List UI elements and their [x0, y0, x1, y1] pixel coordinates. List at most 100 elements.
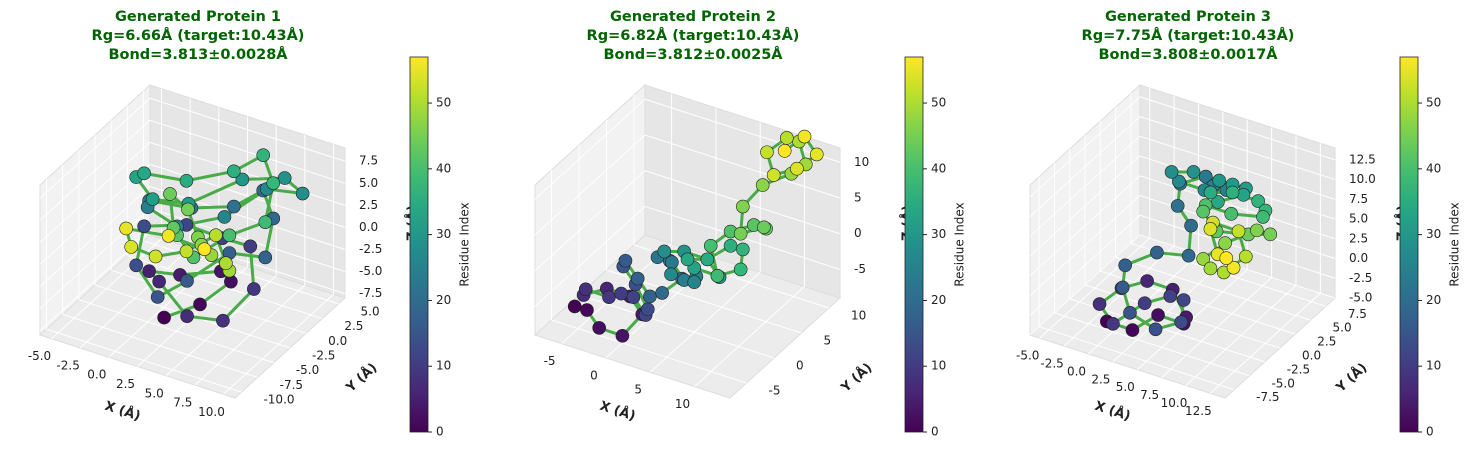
grid-line: [1029, 214, 1141, 316]
grid-line: [1139, 175, 1336, 240]
grid-line: [149, 97, 346, 162]
colorbar-tick-label: 50: [1426, 96, 1441, 110]
residue-point: [180, 274, 194, 288]
colorbar-tick-label: 30: [1426, 227, 1441, 241]
colorbar-tick-label: 10: [1426, 359, 1441, 373]
z-tick-label: 5.0: [1349, 212, 1368, 226]
residue-point: [227, 164, 241, 179]
grid-line: [1139, 116, 1336, 181]
residue-point: [736, 242, 750, 257]
colorbar-tick-label: 50: [436, 96, 451, 110]
residue-point: [217, 210, 232, 224]
x-tick-label: 0.0: [1067, 364, 1086, 378]
x-tick-label: 10: [675, 397, 690, 411]
grid-line: [1029, 234, 1141, 336]
colorbar-tick-label: 20: [931, 293, 946, 307]
residue-point: [161, 229, 176, 243]
grid-line: [1139, 214, 1336, 279]
z-tick-label: 7.5: [1349, 192, 1368, 206]
residue-point: [578, 282, 593, 297]
residue-point: [197, 242, 212, 256]
z-tick-label: 10.0: [1349, 172, 1376, 186]
residue-point: [797, 129, 812, 144]
y-tick-label: 0.0: [328, 334, 347, 348]
colorbar-tick-label: 30: [436, 227, 451, 241]
z-tick-label: -5: [854, 262, 866, 276]
residue-point: [1198, 169, 1213, 184]
y-tick-label: 10: [851, 309, 866, 323]
colorbar-label: Residue Index: [458, 202, 472, 286]
y-tick-label: -5: [769, 384, 781, 398]
residue-point: [1231, 224, 1246, 239]
grid-line: [1029, 195, 1141, 296]
residue-point: [809, 147, 824, 162]
grid-line: [1029, 175, 1141, 277]
residue-point: [1196, 204, 1210, 219]
residue-point: [1092, 297, 1107, 311]
residue-point: [1140, 274, 1154, 288]
residue-point: [1137, 296, 1152, 310]
residue-point: [1123, 305, 1137, 320]
residue-point: [1218, 236, 1232, 250]
residue-point: [790, 161, 804, 176]
residue-point: [733, 262, 748, 277]
y-tick-label: -2.5: [1287, 362, 1310, 376]
chart-title: Generated Protein 3: [1105, 9, 1271, 25]
residue-point: [1181, 248, 1196, 263]
x-tick-label: 5.0: [145, 386, 164, 400]
residue-point: [640, 302, 655, 317]
residue-point: [723, 239, 738, 253]
grid-line: [46, 328, 242, 393]
residue-point: [1203, 261, 1218, 276]
residue-point: [1125, 323, 1140, 337]
residue-point: [266, 176, 281, 190]
grid-line: [1115, 256, 1311, 321]
residue-point: [256, 148, 271, 162]
chart-title: Bond=3.812±0.0025Å: [603, 46, 783, 63]
residue-point: [179, 244, 194, 259]
residue-point: [142, 264, 156, 278]
z-tick-label: 2.5: [359, 198, 378, 212]
residue-point: [148, 249, 163, 264]
x-tick-label: 10.0: [1161, 396, 1188, 410]
grid-line: [149, 141, 346, 206]
residue-point: [643, 289, 657, 304]
x-axis-label: X (Å): [103, 398, 143, 424]
y-tick-label: 0.0: [1302, 349, 1321, 363]
grid-line: [578, 294, 775, 359]
residue-point: [665, 255, 679, 269]
residue-point: [277, 171, 292, 185]
colorbar-tick-label: 10: [436, 359, 451, 373]
residue-point: [157, 310, 171, 325]
y-tick-label: 2.5: [1317, 335, 1336, 349]
residue-point: [780, 131, 794, 145]
residue-point: [1263, 227, 1278, 242]
residue-point: [766, 168, 781, 182]
residue-point: [1115, 280, 1130, 295]
z-tick-label: 0: [854, 226, 862, 240]
x-axis-label: X (Å): [1093, 398, 1133, 424]
y-tick-label: 2.5: [344, 319, 363, 333]
colorbar-label: Residue Index: [1448, 202, 1462, 286]
grid-line: [551, 319, 747, 384]
x-tick-label: 12.5: [1185, 404, 1212, 418]
chart-title: Rg=6.66Å (target:10.43Å): [92, 27, 305, 44]
y-tick-label: -5.0: [296, 363, 319, 377]
z-tick-label: -5.0: [1349, 291, 1372, 305]
grid-line: [39, 97, 151, 199]
x-tick-label: -2.5: [56, 358, 79, 372]
residue-point: [1164, 165, 1179, 179]
chart-title: Rg=7.75Å (target:10.43Å): [1082, 27, 1295, 44]
residue-point: [657, 244, 672, 259]
residue-point: [687, 275, 702, 290]
grid-line: [1039, 326, 1235, 391]
x-tick-label: -5.0: [1016, 349, 1039, 363]
z-tick-label: 5: [854, 191, 862, 205]
residue-point: [680, 252, 695, 267]
y-tick-label: 5: [824, 334, 832, 348]
z-tick-label: 12.5: [1349, 152, 1376, 166]
y-tick-label: -7.5: [1256, 390, 1279, 404]
x-tick-label: 5: [634, 383, 642, 397]
